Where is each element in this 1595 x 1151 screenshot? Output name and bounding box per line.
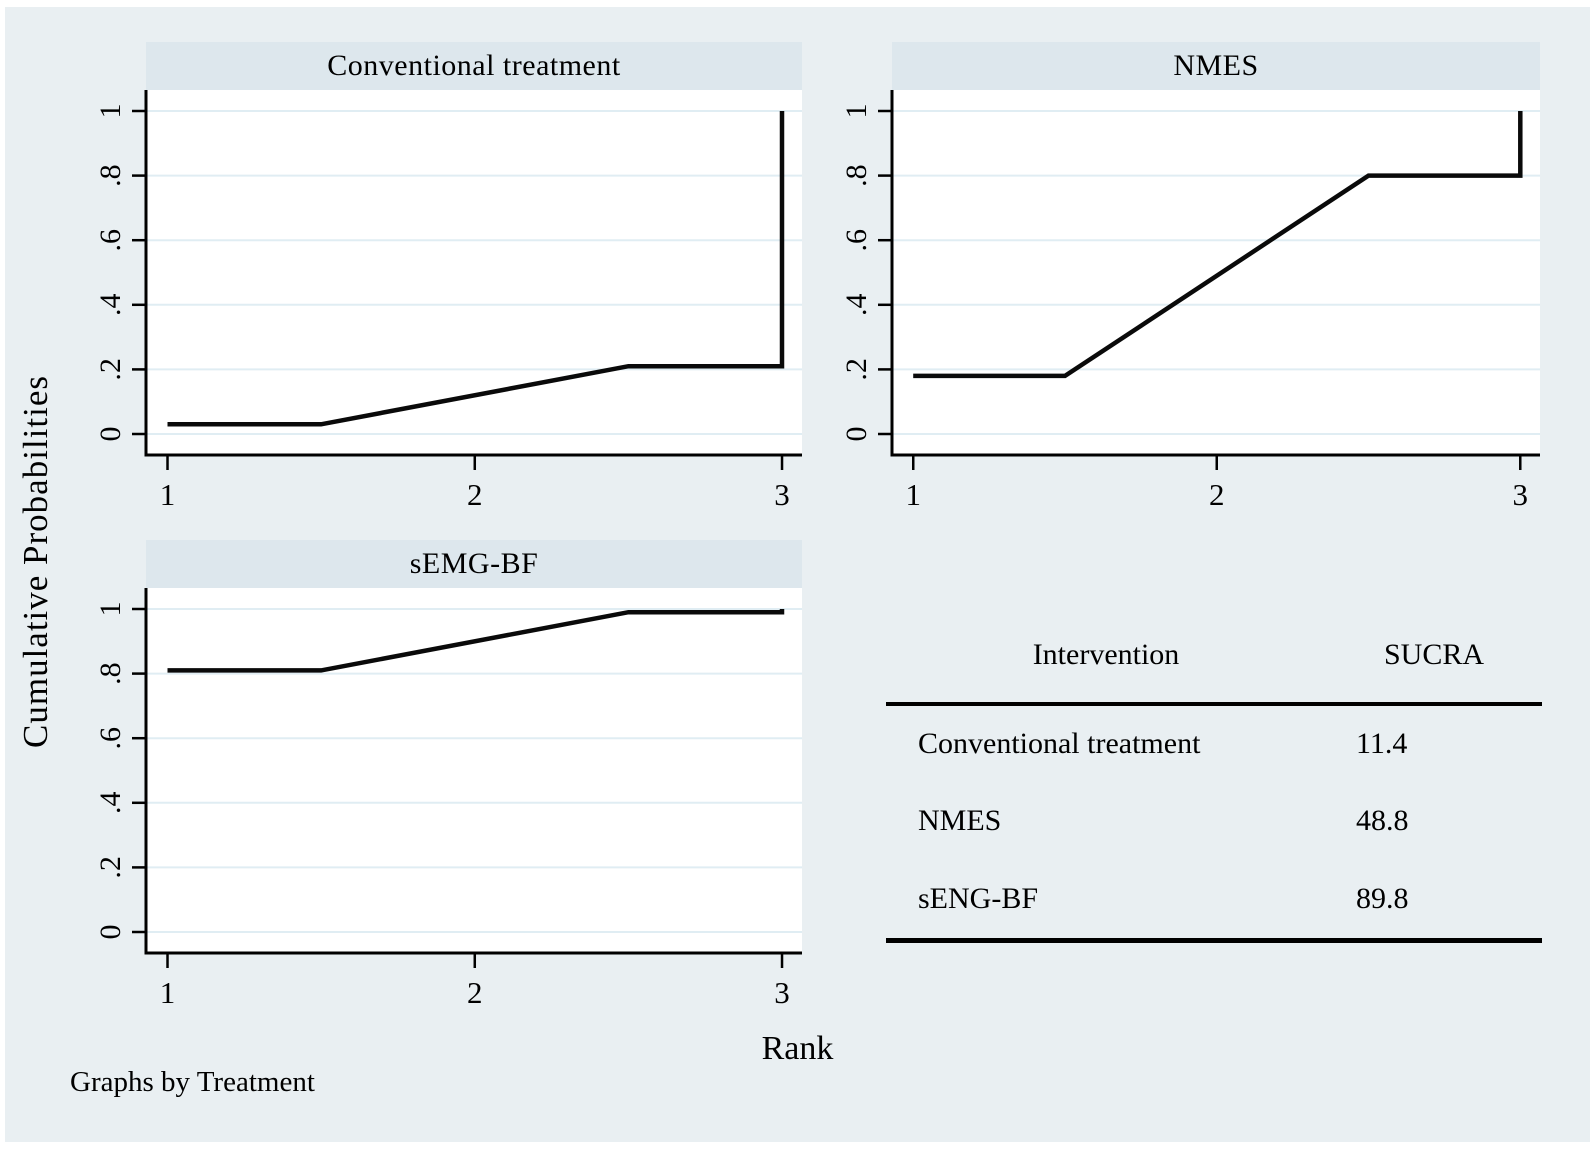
table-cell-intervention: sENG-BF [918, 882, 1039, 915]
plot-area [146, 588, 802, 953]
table-bottom-rule [886, 938, 1542, 943]
y-tick-label: 1 [840, 103, 873, 118]
y-tick-label: .2 [94, 358, 127, 381]
y-tick-label: .6 [94, 727, 127, 750]
plot-area [892, 90, 1540, 455]
x-tick-label: 2 [467, 477, 483, 510]
graphs-by-note: Graphs by Treatment [70, 1066, 315, 1098]
y-tick-label: 0 [840, 427, 873, 442]
table-cell-intervention: Conventional treatment [918, 727, 1201, 760]
panel-title-semg-bf: sEMG-BF [146, 540, 802, 588]
panel-title-nmes: NMES [892, 42, 1540, 90]
table-row: NMES 48.8 [886, 782, 1542, 860]
y-tick-label: .8 [840, 164, 873, 187]
y-tick-label: 1 [94, 601, 127, 616]
y-axis-title: Cumulative Probabilities [16, 375, 55, 748]
sucra-table: Intervention SUCRA Conventional treatmen… [886, 638, 1542, 943]
y-tick-label: .8 [94, 164, 127, 187]
x-tick-label: 3 [774, 477, 790, 510]
y-tick-label: .8 [94, 662, 127, 685]
y-tick-label: 1 [94, 103, 127, 118]
x-tick-label: 2 [1209, 477, 1225, 510]
y-tick-label: .6 [840, 229, 873, 252]
panel-semg-bf: sEMG-BF 0 .2 .4 .6 .8 1 1 2 3 [88, 540, 810, 1008]
table-cell-sucra: 48.8 [1356, 804, 1409, 837]
x-tick-label: 3 [1513, 477, 1529, 510]
y-tick-label: .6 [94, 229, 127, 252]
table-row: Conventional treatment 11.4 [886, 706, 1542, 782]
y-tick-label: 0 [94, 427, 127, 442]
x-tick-label: 1 [160, 477, 176, 510]
x-tick-label: 1 [905, 477, 921, 510]
panel-nmes: NMES 0 .2 .4 .6 .8 1 1 2 3 [834, 42, 1548, 510]
cumulative-probability-line [913, 111, 1523, 379]
cumulative-probability-line [167, 111, 785, 427]
table-header-intervention: Intervention [1032, 638, 1180, 671]
table-top-rule [886, 702, 1542, 706]
table-cell-sucra: 89.8 [1356, 882, 1409, 915]
table-header-sucra: SUCRA [1383, 638, 1485, 671]
y-tick-label: .4 [94, 294, 127, 317]
table-cell-intervention: NMES [918, 804, 1002, 837]
table-row: sENG-BF 89.8 [886, 860, 1542, 938]
nmes-chart: 0 .2 .4 .6 .8 1 1 2 3 [840, 90, 1540, 510]
y-tick-label: .4 [94, 792, 127, 815]
x-tick-label: 2 [467, 975, 483, 1008]
x-axis-title: Rank [761, 1030, 834, 1067]
semg-bf-chart: 0 .2 .4 .6 .8 1 1 2 3 [94, 588, 802, 1008]
x-tick-label: 3 [774, 975, 790, 1008]
y-tick-label: .2 [94, 856, 127, 879]
panel-conventional-treatment: Conventional treatment 0 .2 .4 .6 .8 1 1 2 3 [88, 42, 810, 510]
conventional-treatment-chart: 0 .2 .4 .6 .8 1 1 2 3 [94, 90, 802, 510]
table-header-row: Intervention SUCRA [886, 638, 1542, 702]
y-tick-label: .2 [840, 358, 873, 381]
plot-area [146, 90, 802, 455]
cumulative-probability-line [167, 609, 785, 673]
table-cell-sucra: 11.4 [1356, 727, 1408, 760]
y-tick-label: .4 [840, 294, 873, 317]
panel-title-conventional-treatment: Conventional treatment [146, 42, 802, 90]
y-tick-label: 0 [94, 925, 127, 940]
x-tick-label: 1 [160, 975, 176, 1008]
